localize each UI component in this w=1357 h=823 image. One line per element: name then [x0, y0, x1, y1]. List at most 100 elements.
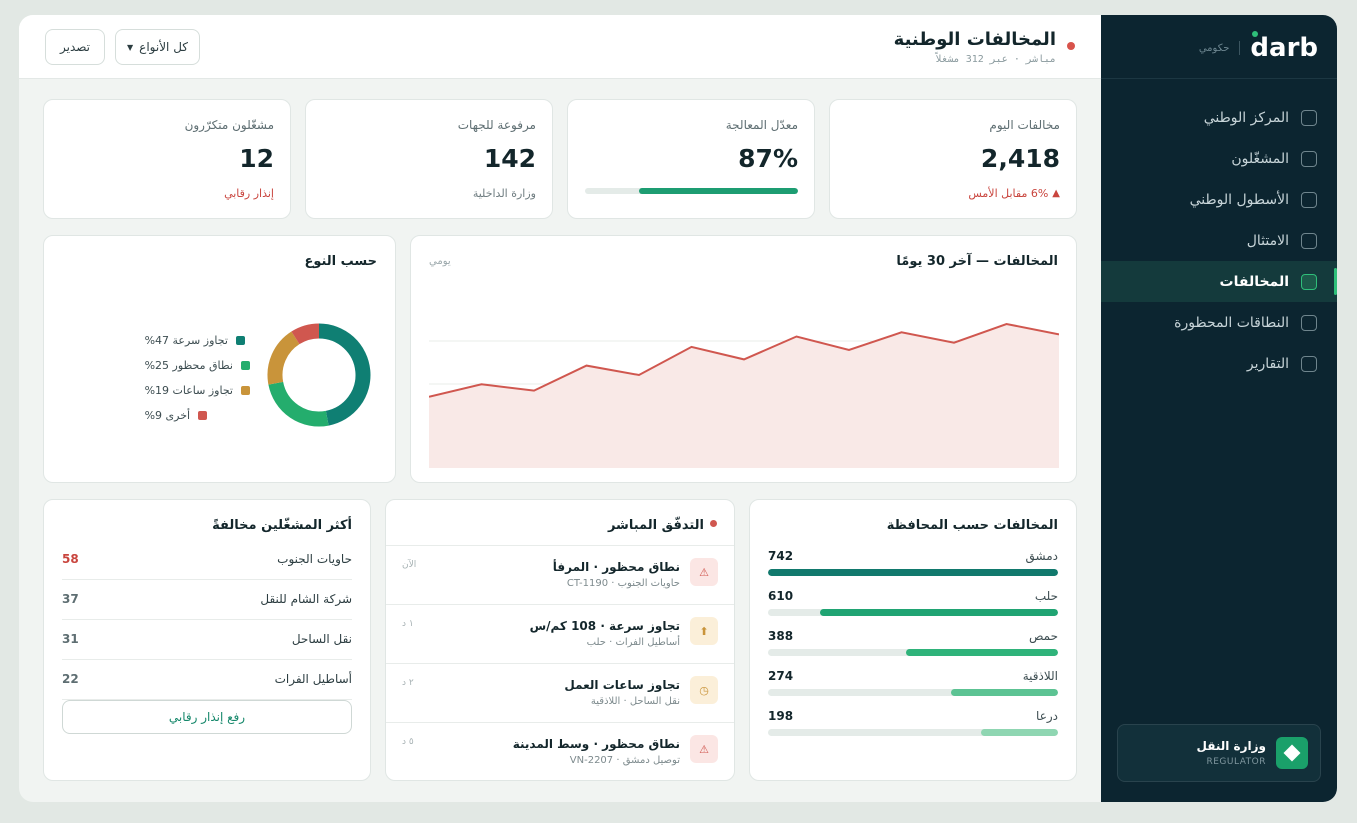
kpi-trend-text: 6% مقابل الأمس [968, 187, 1049, 200]
feed-item-subtitle: نقل الساحل · اللاذقية [590, 696, 680, 707]
progress-fill [638, 188, 798, 194]
operator-row[interactable]: شركة الشام للنقل 37 [62, 580, 352, 620]
live-dot-icon [710, 520, 717, 527]
feed-item[interactable]: ⬆ تجاوز سرعة · 108 كم/س أساطيل الفرات · حل… [386, 604, 734, 663]
sidebar-item-label: الأسطول الوطني [1189, 191, 1289, 208]
feed-item[interactable]: ◷ تجاوز ساعات العمل نقل الساحل · اللاذقية ٢… [386, 663, 734, 722]
governorate-name: حلب [1034, 589, 1058, 603]
sidebar-item-label: النطاقات المحظورة [1174, 314, 1289, 331]
sidebar-item-violations[interactable]: المخالفات [1101, 261, 1337, 302]
page-title: المخالفات الوطنية [893, 29, 1056, 50]
legend-swatch [241, 386, 250, 395]
kpi-trend: ▲ 6% مقابل الأمس [968, 187, 1060, 200]
governorate-row: اللاذقية 274 [768, 669, 1058, 709]
governorate-name: اللاذقية [1022, 669, 1058, 683]
sidebar-item-restricted-zones[interactable]: النطاقات المحظورة [1101, 302, 1337, 343]
operator-row[interactable]: أساطيل الفرات 22 [62, 660, 352, 700]
governorate-name: درعا [1036, 709, 1058, 723]
kpi-label: مرفوعة للجهات [457, 118, 536, 132]
sidebar-item-operators[interactable]: المشغّلون [1101, 138, 1337, 179]
app-window: حكومي darb المركز الوطني المشغّلون الأسط… [19, 15, 1337, 802]
trend-title: المخالفات — آخر 30 يومًا [896, 254, 1058, 269]
governorate-value: 742 [768, 549, 794, 563]
operator-name: شركة الشام للنقل [260, 592, 352, 606]
sidebar-nav: المركز الوطني المشغّلون الأسطول الوطني ا… [1101, 97, 1337, 384]
legend-swatch [198, 411, 208, 420]
operators-card: أكثر المشغّلين مخالفةً حاويات الجنوب 58 شر… [43, 499, 371, 781]
operator-count: 22 [62, 672, 79, 686]
kpi-value: 2,418 [980, 144, 1060, 173]
square-icon [1301, 150, 1317, 167]
bar-track [768, 609, 1058, 616]
progress-bar [585, 188, 798, 194]
feed-item-subtitle: حاويات الجنوب · CT-1190 [566, 578, 680, 589]
donut-slice [291, 323, 320, 345]
legend-swatch [235, 336, 245, 345]
feed-item[interactable]: ⚠ نطاق محظور · وسط المدينة توصيل دمشق · VN… [386, 722, 734, 780]
sidebar-item-national-fleet[interactable]: الأسطول الوطني [1101, 179, 1337, 220]
triangle-up-icon: ▲ [1052, 188, 1060, 199]
operator-name: حاويات الجنوب [277, 552, 352, 566]
governorate-row: حمص 388 [768, 629, 1058, 669]
type-donut-chart [267, 323, 371, 427]
governorate-row: دمشق 742 [768, 549, 1058, 589]
type-filter-dropdown[interactable]: كل الأنواع ▼ [115, 29, 200, 65]
warning-icon: ⚠ [690, 735, 718, 763]
governorate-value: 610 [768, 589, 794, 603]
donut-slice [268, 381, 329, 427]
square-icon [1301, 314, 1317, 331]
kpi-value: 142 [483, 144, 536, 173]
clock-icon: ◷ [690, 676, 718, 704]
type-legend: تجاوز سرعة 47% نطاق محظور 25% تجاوز ساعا… [145, 328, 250, 428]
org-card[interactable]: وزارة النقل REGULATOR [1117, 724, 1321, 782]
feed-item-title: نطاق محظور · وسط المدينة [512, 737, 680, 751]
live-feed-card: التدفّق المباشر ⚠ نطاق محظور · المرفأ حاوي… [385, 499, 735, 781]
kpi-foot: إنذار رقابي [224, 187, 274, 200]
trend-card: المخالفات — آخر 30 يومًا يومي [410, 235, 1077, 483]
governorate-row: درعا 198 [768, 709, 1058, 749]
feed-item[interactable]: ⚠ نطاق محظور · المرفأ حاويات الجنوب · CT-1… [386, 545, 734, 604]
feed-item-title: تجاوز سرعة · 108 كم/س [529, 619, 680, 633]
legend-item: أخرى 9% [145, 403, 250, 428]
sidebar-item-national-center[interactable]: المركز الوطني [1101, 97, 1337, 138]
sidebar-item-reports[interactable]: التقارير [1101, 343, 1337, 384]
raise-warning-button[interactable]: رفع إنذار رقابي [62, 700, 352, 734]
kpi-foot: وزارة الداخلية [472, 187, 536, 200]
donut-slice [318, 323, 371, 426]
operator-name: نقل الساحل [291, 632, 352, 646]
speed-icon: ⬆ [690, 617, 718, 645]
square-icon [1301, 355, 1317, 372]
export-button[interactable]: تصدير [45, 29, 105, 65]
brand-name: darb [1250, 33, 1318, 63]
governorate-value: 198 [768, 709, 794, 723]
org-name: وزارة النقل [1196, 739, 1266, 753]
operators-title: أكثر المشغّلين مخالفةً [212, 518, 352, 533]
sidebar-item-compliance[interactable]: الامتثال [1101, 220, 1337, 261]
page-subtitle: مباشر · عبر 312 مشغلاً [935, 54, 1056, 65]
feed-item-title: تجاوز ساعات العمل [564, 678, 680, 692]
sidebar-item-label: الامتثال [1246, 232, 1289, 249]
square-icon [1301, 273, 1317, 290]
donut-slice [267, 331, 300, 385]
feed-item-time: ١ د [402, 619, 414, 629]
kpi-card-escalated: مرفوعة للجهات 142 وزارة الداخلية [305, 99, 553, 219]
governorate-name: دمشق [1025, 549, 1058, 563]
legend-label: تجاوز ساعات 19% [144, 384, 233, 397]
governorate-bar [819, 609, 1058, 616]
sidebar-item-label: التقارير [1246, 355, 1289, 372]
type-card: حسب النوع تجاوز سرعة 47% نطاق محظور 25% … [43, 235, 396, 483]
operator-row[interactable]: نقل الساحل 31 [62, 620, 352, 660]
bar-track [768, 729, 1058, 736]
legend-label: نطاق محظور 25% [144, 359, 233, 372]
feed-item-subtitle: أساطيل الفرات · حلب [586, 637, 680, 648]
legend-item: تجاوز سرعة 47% [145, 328, 250, 353]
feed-item-time: ٢ د [402, 678, 414, 688]
feed-item-time: الآن [402, 560, 417, 570]
type-title: حسب النوع [304, 254, 377, 269]
trend-line [429, 322, 1059, 398]
sidebar-item-label: المخالفات [1219, 273, 1289, 290]
feed-item-time: ٥ د [402, 737, 414, 747]
operator-row[interactable]: حاويات الجنوب 58 [62, 540, 352, 580]
brand-logo[interactable]: darb [1250, 31, 1318, 63]
sidebar: حكومي darb المركز الوطني المشغّلون الأسط… [1101, 15, 1337, 802]
